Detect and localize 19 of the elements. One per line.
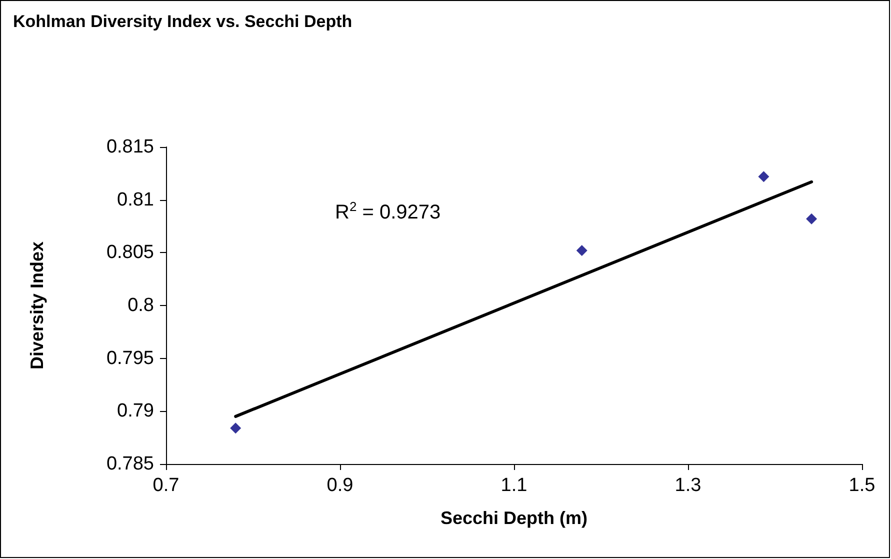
point — [230, 422, 242, 434]
y-tick-label: 0.805 — [106, 242, 154, 264]
point — [758, 171, 770, 182]
x-tick-label: 1.1 — [500, 475, 528, 496]
x-tick-label: 1.3 — [674, 475, 702, 496]
y-tick-label: 0.79 — [117, 400, 154, 422]
y-axis-title: Diversity Index — [27, 241, 47, 370]
point — [806, 213, 818, 224]
y-tick-label: 0.8 — [128, 295, 154, 316]
chart-title: Kohlman Diversity Index vs. Secchi Depth — [13, 12, 352, 31]
y-tick-label: 0.81 — [117, 189, 154, 210]
x-tick-label: 0.7 — [152, 475, 180, 496]
x-tick-label: 1.5 — [848, 475, 876, 496]
y-tick-label: 0.815 — [106, 136, 154, 158]
x-tick-label: 0.9 — [326, 475, 354, 496]
y-tick-label: 0.795 — [106, 348, 154, 369]
x-axis-title: Secchi Depth (m) — [440, 508, 588, 528]
point — [576, 245, 588, 256]
y-tick-label: 0.785 — [106, 454, 154, 474]
